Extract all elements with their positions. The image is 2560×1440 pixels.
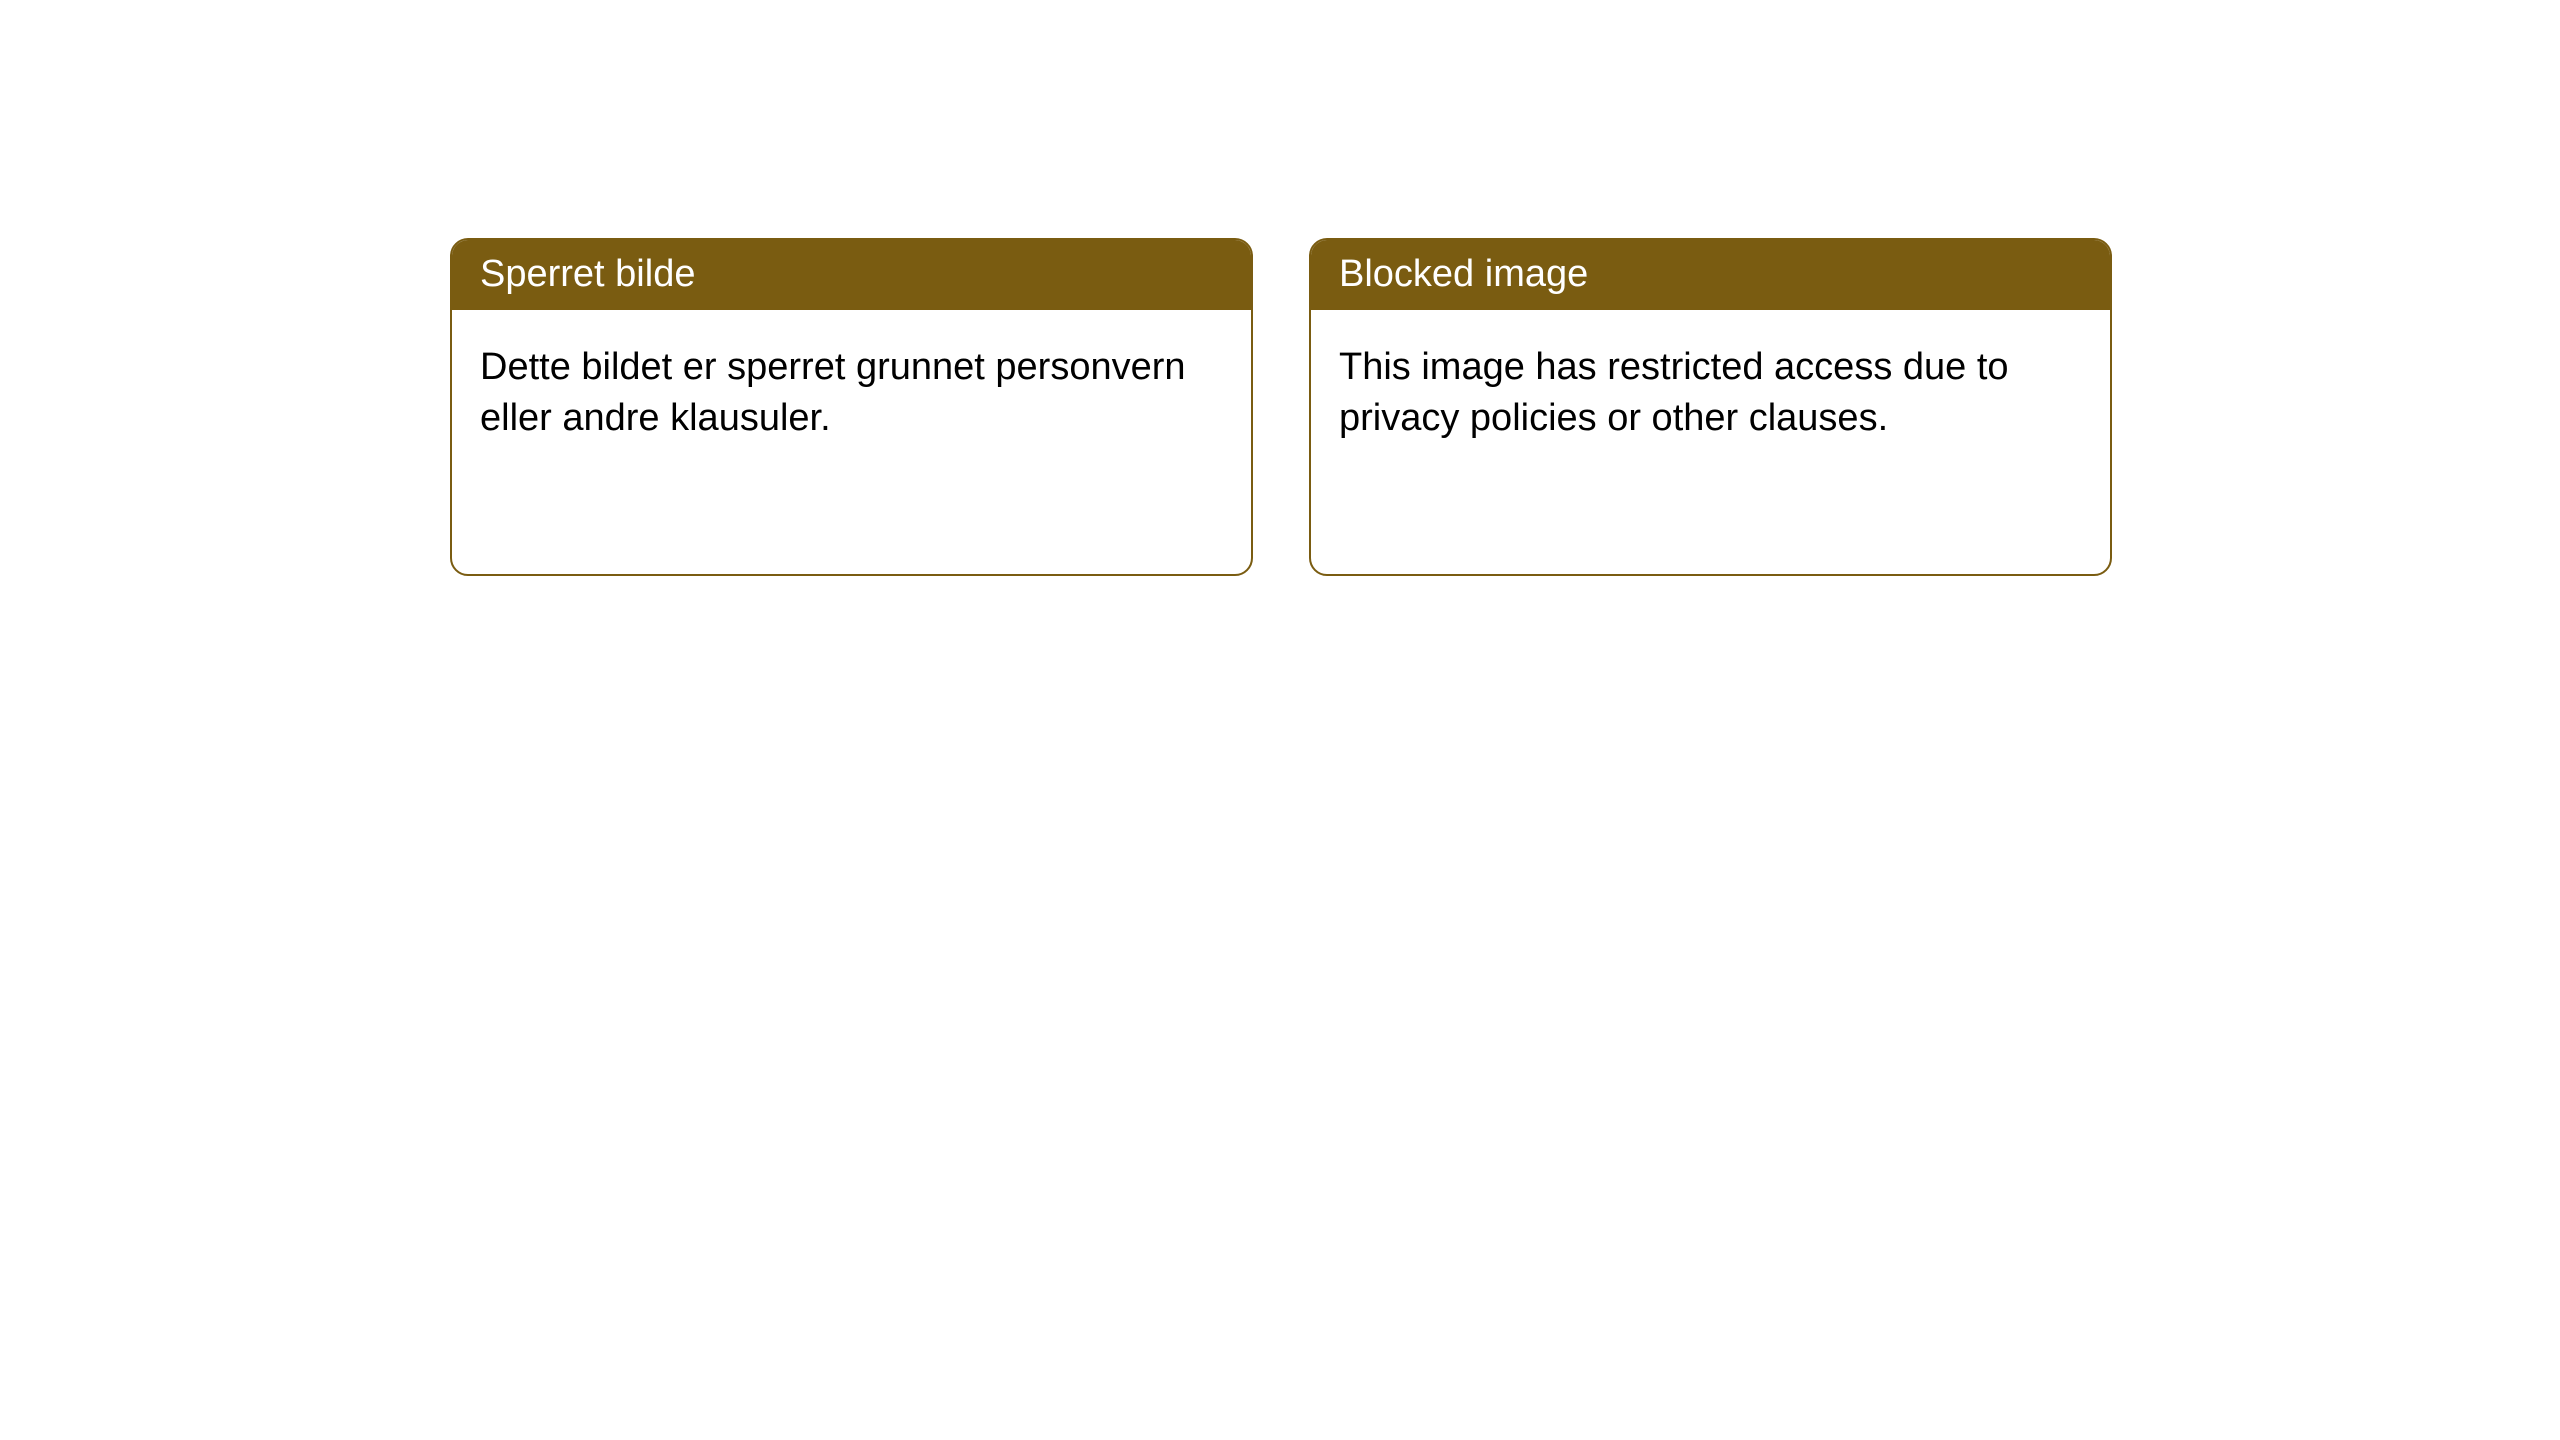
cards-container: Sperret bilde Dette bildet er sperret gr… [450,238,2112,576]
card-body-english: This image has restricted access due to … [1311,310,2110,477]
card-header-norwegian: Sperret bilde [452,240,1251,310]
card-header-english: Blocked image [1311,240,2110,310]
card-english: Blocked image This image has restricted … [1309,238,2112,576]
card-norwegian: Sperret bilde Dette bildet er sperret gr… [450,238,1253,576]
card-body-norwegian: Dette bildet er sperret grunnet personve… [452,310,1251,477]
